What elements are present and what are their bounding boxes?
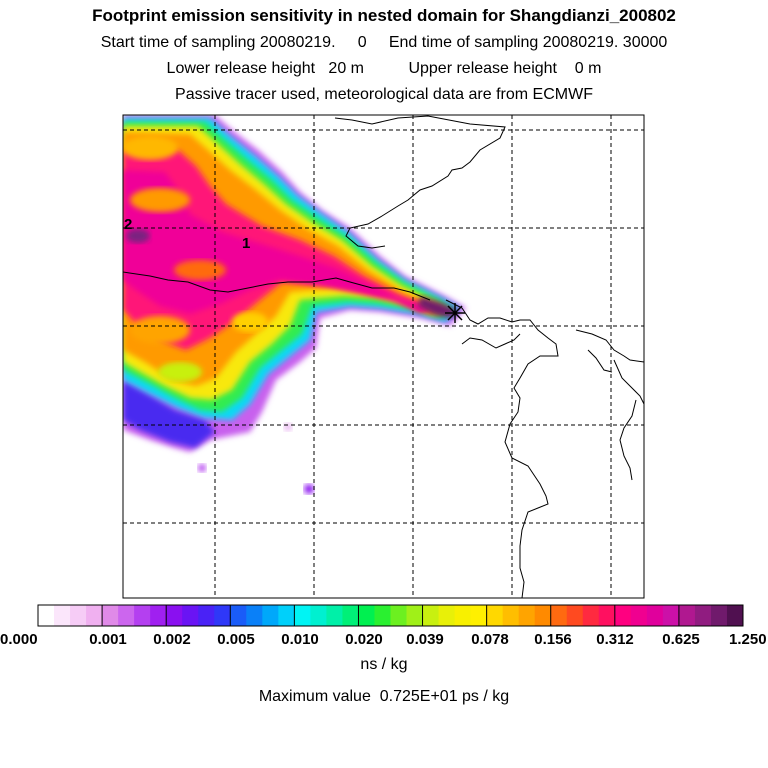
- colorbar-swatch: [294, 605, 311, 626]
- colorbar-tick-label: 0.020: [345, 631, 383, 648]
- colorbar-swatch: [326, 605, 343, 626]
- release-height-line: Lower release height 20 m Upper release …: [166, 60, 602, 77]
- colorbar-tick-label: 0.625: [662, 631, 700, 648]
- colorbar-swatch: [230, 605, 247, 626]
- grid-lines: [123, 115, 644, 598]
- colorbar-swatch: [246, 605, 263, 626]
- colorbar-swatch: [86, 605, 103, 626]
- colorbar-swatch: [54, 605, 71, 626]
- colorbar-swatch: [118, 605, 135, 626]
- colorbar-tick-label: 0.005: [217, 631, 255, 648]
- colorbar-swatch: [406, 605, 424, 626]
- colorbar-swatch: [486, 605, 504, 626]
- colorbar-swatch: [278, 605, 295, 626]
- colorbar-swatch: [262, 605, 279, 626]
- colorbar-swatch: [646, 605, 664, 626]
- colorbar-swatch: [598, 605, 616, 626]
- colorbar-swatch: [374, 605, 391, 626]
- colorbar-swatch: [662, 605, 680, 626]
- colorbar-swatch: [726, 605, 744, 626]
- colorbar-swatch: [342, 605, 359, 626]
- colorbar-swatch: [470, 605, 488, 626]
- colorbar-tick-label: 1.250: [729, 631, 767, 648]
- colorbar-swatch: [566, 605, 584, 626]
- colorbar-swatch: [198, 605, 215, 626]
- colorbar-swatch: [134, 605, 151, 626]
- map-marker-1: 1: [242, 235, 250, 252]
- map-frame: [122, 114, 645, 599]
- colorbar-swatch: [502, 605, 520, 626]
- colorbar-swatch: [150, 605, 167, 626]
- colorbar-swatch: [166, 605, 183, 626]
- colorbar-swatch: [70, 605, 87, 626]
- colorbar-swatch: [614, 605, 632, 626]
- colorbar-swatch: [182, 605, 199, 626]
- tracer-info-line: Passive tracer used, meteorological data…: [175, 86, 593, 103]
- colorbar-swatch: [710, 605, 728, 626]
- colorbar-tick-label: 0.312: [596, 631, 634, 648]
- colorbar-swatch: [694, 605, 712, 626]
- colorbar-swatch: [518, 605, 536, 626]
- colorbar-swatch: [214, 605, 231, 626]
- colorbar-tick-label: 0.039: [406, 631, 444, 648]
- colorbar-unit: ns / kg: [360, 656, 408, 673]
- colorbar-frame: [37, 604, 744, 627]
- colorbar-swatch: [390, 605, 408, 626]
- sampling-time-line: Start time of sampling 20080219. 0 End t…: [100, 34, 668, 51]
- colorbar-swatch: [38, 605, 55, 626]
- map-marker-2: 2: [124, 216, 132, 233]
- colorbar-swatch: [422, 605, 440, 626]
- maximum-value: Maximum value 0.725E+01 ps / kg: [258, 688, 510, 705]
- colorbar-swatch: [102, 605, 119, 626]
- colorbar-tick-label: 0.156: [534, 631, 572, 648]
- plume-fringe-blue: [123, 380, 215, 448]
- colorbar-swatch: [550, 605, 568, 626]
- colorbar-tick-label: 0.002: [153, 631, 191, 648]
- colorbar-swatch: [582, 605, 600, 626]
- coastlines: [123, 115, 644, 598]
- colorbar-swatch: [454, 605, 472, 626]
- colorbar-swatch: [534, 605, 552, 626]
- colorbar-tick-label: 0.000: [0, 631, 38, 648]
- colorbar-swatch: [678, 605, 696, 626]
- colorbar-swatch: [358, 605, 375, 626]
- colorbar: [37, 604, 744, 627]
- colorbar-tick-label: 0.001: [89, 631, 127, 648]
- colorbar-swatch: [438, 605, 456, 626]
- colorbar-swatch: [630, 605, 648, 626]
- cross-icon: [445, 303, 465, 323]
- colorbar-swatch: [310, 605, 327, 626]
- map-title: Footprint emission sensitivity in nested…: [92, 6, 676, 25]
- colorbar-tick-label: 0.078: [471, 631, 509, 648]
- sensitivity-field: [123, 115, 466, 494]
- colorbar-tick-label: 0.010: [281, 631, 319, 648]
